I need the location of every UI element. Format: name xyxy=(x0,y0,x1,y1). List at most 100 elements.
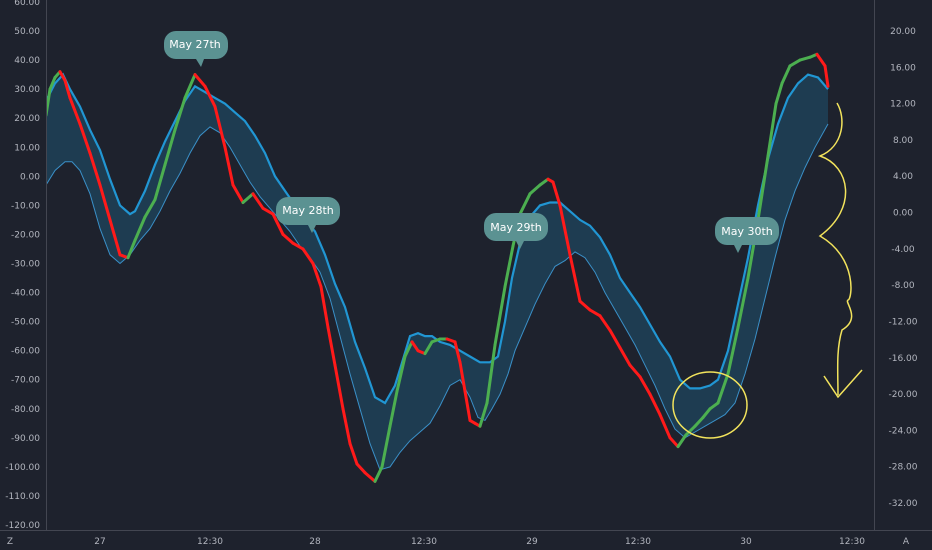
oscillator-segment xyxy=(231,183,245,204)
oscillator-segment xyxy=(493,285,507,347)
oscillator-segment xyxy=(333,363,345,411)
oscillator-segment xyxy=(395,355,407,393)
left-tick-label: 60.00 xyxy=(14,0,40,8)
right-tick-label: 12.00 xyxy=(890,100,916,110)
oscillator-segment xyxy=(588,308,602,318)
right-axis-panel xyxy=(874,0,932,530)
oscillator-segment xyxy=(693,416,705,428)
oscillator-segment xyxy=(676,433,688,449)
x-axis-ticks: 27 12:30 28 12:30 29 12:30 30 12:30 xyxy=(94,537,865,547)
oscillator-segment xyxy=(213,105,227,149)
left-tick-label: -40.00 xyxy=(11,289,40,299)
oscillator-segment xyxy=(568,253,582,303)
x-tick-label: 12:30 xyxy=(625,537,651,547)
left-tick-label: -60.00 xyxy=(11,347,40,357)
x-tick-label: 12:30 xyxy=(197,537,223,547)
right-tick-label: -20.00 xyxy=(888,390,917,400)
oscillator-segment xyxy=(551,180,562,207)
oscillator-segment xyxy=(319,285,330,329)
left-tick-label: -70.00 xyxy=(11,376,40,386)
x-tick-label: 12:30 xyxy=(411,537,437,547)
oscillator-segment xyxy=(423,340,434,356)
oscillator-segment xyxy=(163,128,177,167)
oscillator-segment xyxy=(363,471,377,483)
oscillator-segment xyxy=(528,183,542,196)
oscillator-segment xyxy=(203,84,217,109)
callout-may-30: May 30th xyxy=(715,217,779,253)
oscillator-segment xyxy=(63,79,72,100)
oscillator-segment xyxy=(183,73,197,100)
oscillator-segment xyxy=(173,96,187,132)
oscillator-segment xyxy=(223,145,235,187)
oscillator-segment xyxy=(271,212,285,236)
oscillator-segment xyxy=(608,328,622,350)
oscillator-segment xyxy=(503,244,515,289)
oscillator-segment xyxy=(478,401,489,428)
oscillator-segment xyxy=(618,346,632,367)
oscillator-segment xyxy=(788,58,802,68)
right-tick-label: -24.00 xyxy=(888,426,917,436)
signal-line xyxy=(45,72,829,405)
oscillator-segment xyxy=(311,262,323,289)
left-axis-ticks: 60.00 50.00 40.00 30.00 20.00 10.00 0.00 -10.00… xyxy=(5,0,40,531)
oscillator-segment xyxy=(373,465,384,483)
oscillator-segment xyxy=(355,462,367,475)
x-tick-label: 12:30 xyxy=(839,537,865,547)
left-tick-label: -100.00 xyxy=(5,463,40,473)
callout-label: May 27th xyxy=(169,38,221,51)
oscillator-segment xyxy=(485,343,497,405)
oscillator-segment xyxy=(668,436,680,449)
oscillator-segment xyxy=(798,55,812,62)
oscillator-segment xyxy=(341,407,352,446)
oscillator-segment xyxy=(241,192,255,204)
right-tick-label: -4.00 xyxy=(891,245,915,255)
oscillator-segment xyxy=(638,375,652,396)
oscillator-segment xyxy=(380,424,392,469)
oscillator-segment xyxy=(281,232,295,245)
oscillator-segment xyxy=(453,340,462,364)
right-tick-label: -12.00 xyxy=(888,318,917,328)
right-tick-label: -16.00 xyxy=(888,354,917,364)
oscillator-segment xyxy=(98,183,112,222)
oscillator-segment xyxy=(628,363,642,379)
oscillator-segment xyxy=(193,73,207,88)
oscillator-segment xyxy=(766,102,778,158)
oscillator-segment xyxy=(68,96,82,126)
oscillator-segment xyxy=(518,192,532,216)
oscillator-segment xyxy=(815,52,827,68)
left-tick-label: 30.00 xyxy=(14,85,40,95)
right-tick-label: 16.00 xyxy=(890,63,916,73)
right-tick-label: -32.00 xyxy=(888,499,917,509)
x-tick-label: 28 xyxy=(309,537,321,547)
left-tick-label: -30.00 xyxy=(11,260,40,270)
oscillator-segment xyxy=(716,372,730,405)
oscillator-segment xyxy=(463,389,472,422)
oscillator-segment xyxy=(48,76,57,91)
oscillator-segment xyxy=(648,392,662,417)
left-tick-label: -120.00 xyxy=(5,521,40,531)
oscillator-segment xyxy=(558,203,572,257)
oscillator-segment xyxy=(108,218,122,257)
right-tick-label: 20.00 xyxy=(890,27,916,37)
oscillator-segment xyxy=(78,122,92,155)
highlight-circle xyxy=(672,371,748,439)
left-tick-label: 10.00 xyxy=(14,143,40,153)
oscillator-segment xyxy=(458,360,467,393)
right-tick-label: 0.00 xyxy=(893,209,913,219)
right-tick-label: 8.00 xyxy=(893,136,913,146)
left-tick-label: 20.00 xyxy=(14,114,40,124)
oscillator-segment xyxy=(598,314,612,332)
x-tick-label: 30 xyxy=(740,537,752,547)
right-corner-label: A xyxy=(903,537,910,547)
oscillator-segment xyxy=(538,177,550,187)
oscillator-segment xyxy=(780,64,792,85)
oscillator-segment xyxy=(578,299,592,312)
right-tick-label: -8.00 xyxy=(891,281,915,291)
left-tick-label: -80.00 xyxy=(11,405,40,415)
band-area xyxy=(46,74,828,470)
oscillator-segment xyxy=(388,389,399,428)
oscillator-segment xyxy=(88,151,102,187)
oscillator-segment xyxy=(684,424,697,437)
